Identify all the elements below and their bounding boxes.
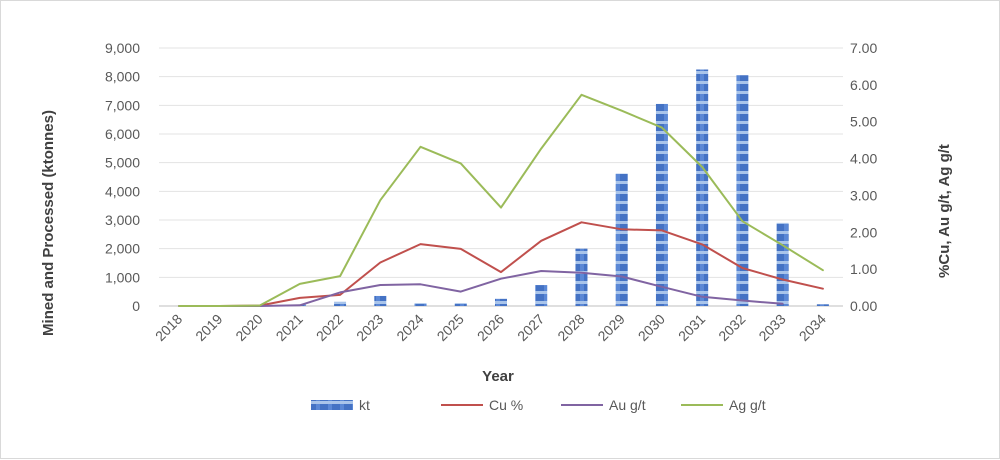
y2-tick-label: 4.00 <box>850 151 877 167</box>
gridlines <box>159 47 843 307</box>
y2-tick-label: 1.00 <box>850 261 877 277</box>
y-axis-title: Mined and Processed (ktonnes) <box>40 110 57 336</box>
bar <box>816 304 829 306</box>
x-tick-label: 2031 <box>675 311 708 344</box>
legend-item: Cu % <box>441 397 523 413</box>
legend-label: Au g/t <box>609 397 646 413</box>
x-tick-label: 2028 <box>554 311 587 344</box>
y-tick-label: 5,000 <box>105 155 140 171</box>
series-line <box>178 221 824 307</box>
x-tick-label: 2022 <box>313 311 346 344</box>
y-tick-label: 0 <box>132 298 140 314</box>
legend-swatch <box>311 400 353 410</box>
x-tick-label: 2019 <box>192 311 225 344</box>
legend-label: Ag g/t <box>729 397 766 413</box>
legend-item: kt <box>311 397 370 413</box>
bar <box>696 69 709 306</box>
bar <box>414 303 427 306</box>
x-tick-label: 2033 <box>755 311 788 344</box>
legend-item: Au g/t <box>561 397 646 413</box>
y-tick-label: 9,000 <box>105 40 140 56</box>
x-tick-label: 2025 <box>434 311 467 344</box>
x-tick-label: 2034 <box>796 311 829 344</box>
y2-tick-label: 3.00 <box>850 187 877 203</box>
y2-axis-title: %Cu, Au g/t, Ag g/t <box>936 144 953 278</box>
right-axis-ticks: 0.00 1.00 2.00 3.00 4.00 5.00 6.00 7.00 <box>850 40 877 314</box>
y-tick-label: 6,000 <box>105 126 140 142</box>
legend: kt Cu % Au g/t Ag g/t <box>311 397 766 413</box>
bar <box>615 173 628 306</box>
y2-tick-label: 6.00 <box>850 77 877 93</box>
bar <box>454 303 467 306</box>
x-tick-label: 2029 <box>594 311 627 344</box>
legend-item: Ag g/t <box>681 397 766 413</box>
y-tick-label: 3,000 <box>105 212 140 228</box>
y-tick-label: 2,000 <box>105 241 140 257</box>
y-tick-label: 4,000 <box>105 183 140 199</box>
bar <box>535 285 548 306</box>
left-axis-ticks: 0 1,000 2,000 3,000 4,000 5,000 6,000 7,000 8,00… <box>105 40 140 314</box>
x-tick-label: 2020 <box>232 311 265 344</box>
x-tick-label: 2023 <box>353 311 386 344</box>
y2-tick-label: 5.00 <box>850 114 877 130</box>
y2-tick-label: 0.00 <box>850 298 877 314</box>
bar <box>776 222 789 306</box>
bar <box>495 298 507 306</box>
series-line <box>178 270 784 307</box>
x-axis-title: Year <box>482 368 514 385</box>
x-tick-label: 2024 <box>393 311 426 344</box>
x-tick-label: 2018 <box>152 311 185 344</box>
y2-tick-label: 7.00 <box>850 40 877 56</box>
legend-label: Cu % <box>489 397 523 413</box>
y-tick-label: 8,000 <box>105 69 140 85</box>
x-tick-label: 2027 <box>514 311 547 344</box>
bar <box>374 295 387 306</box>
bar <box>736 75 749 306</box>
x-tick-label: 2032 <box>715 311 748 344</box>
x-tick-label: 2026 <box>474 311 507 344</box>
y-tick-label: 7,000 <box>105 97 140 113</box>
y2-tick-label: 2.00 <box>850 224 877 240</box>
x-tick-label: 2021 <box>273 311 306 344</box>
bar <box>575 248 588 306</box>
y-tick-label: 1,000 <box>105 269 140 285</box>
legend-label: kt <box>359 397 370 413</box>
line-series <box>178 93 824 307</box>
bar <box>655 103 668 307</box>
bar <box>334 301 347 306</box>
x-tick-label: 2030 <box>635 311 668 344</box>
series-line <box>178 93 824 307</box>
x-axis-ticks: 2018 2019 2020 2021 2022 2023 2024 2025 2026 2027… <box>152 311 829 344</box>
